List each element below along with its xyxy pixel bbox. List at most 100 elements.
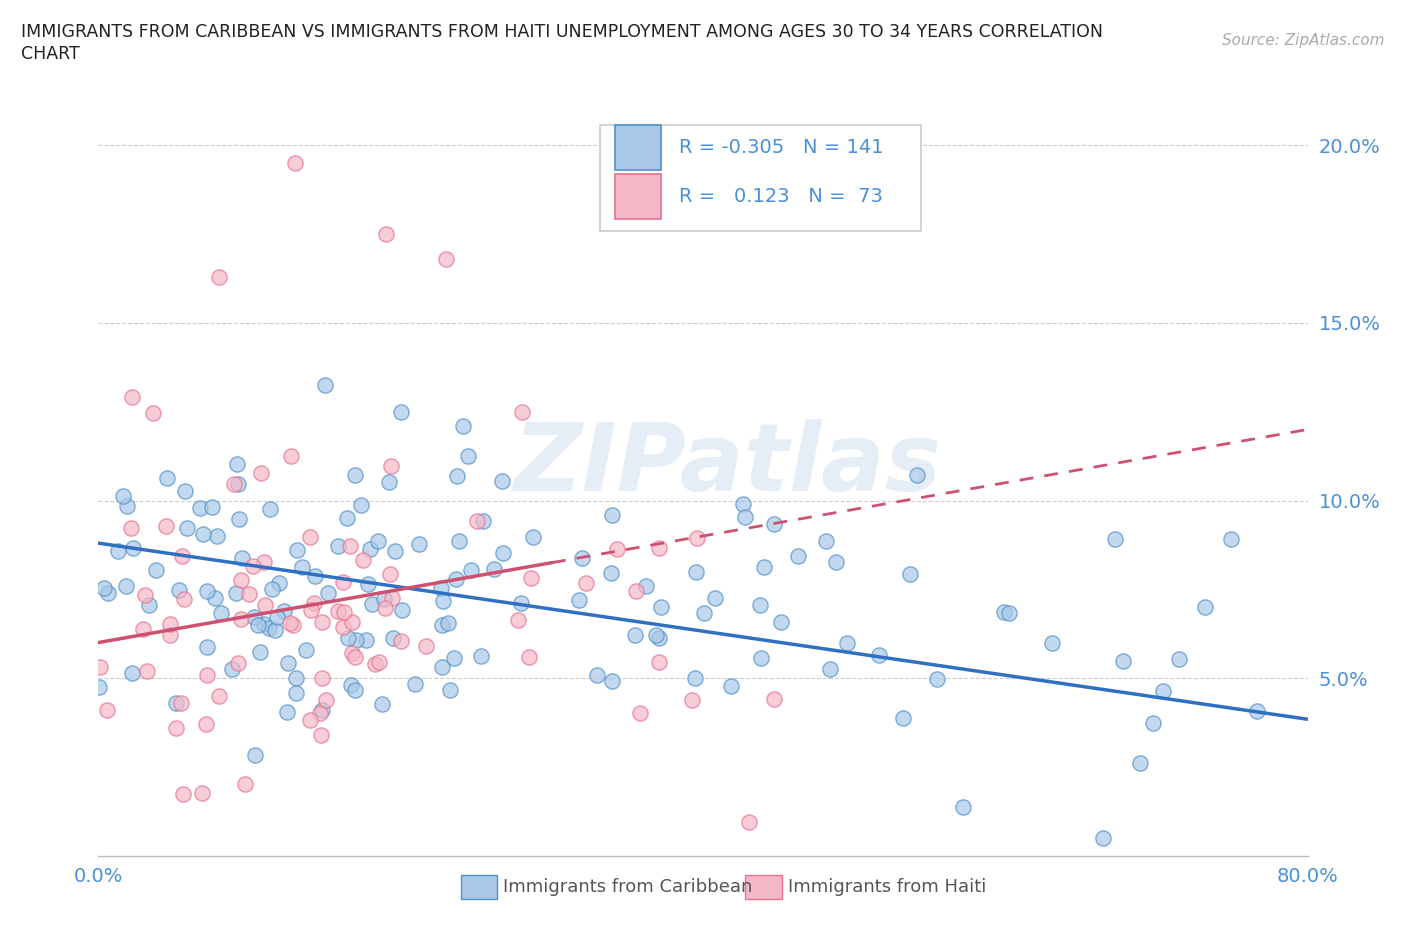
Point	[770, 615, 793, 630]
Point	[575, 576, 598, 591]
Point	[225, 457, 247, 472]
Point	[382, 631, 405, 645]
Point	[389, 405, 412, 419]
Point	[339, 538, 361, 553]
Point	[243, 610, 266, 625]
Point	[228, 476, 250, 491]
Point	[648, 631, 671, 645]
Point	[188, 500, 211, 515]
Point	[763, 516, 786, 531]
Point	[225, 585, 247, 600]
Point	[332, 574, 354, 589]
Point	[245, 748, 267, 763]
Point	[465, 513, 488, 528]
Point	[720, 679, 742, 694]
Point	[600, 565, 623, 580]
Point	[114, 578, 136, 593]
Point	[693, 605, 716, 620]
Point	[170, 549, 193, 564]
Point	[145, 563, 167, 578]
Point	[734, 510, 756, 525]
Point	[132, 621, 155, 636]
Point	[167, 582, 190, 597]
Point	[138, 597, 160, 612]
Point	[336, 511, 359, 525]
Point	[600, 673, 623, 688]
Point	[173, 591, 195, 606]
Point	[259, 502, 281, 517]
Bar	[614, 126, 661, 170]
Point	[285, 671, 308, 685]
Point	[648, 655, 671, 670]
Point	[634, 578, 657, 593]
Point	[107, 543, 129, 558]
Point	[352, 552, 374, 567]
Point	[436, 616, 458, 631]
Point	[314, 378, 336, 392]
Point	[229, 612, 252, 627]
Point	[749, 598, 772, 613]
Point	[122, 540, 145, 555]
Point	[121, 666, 143, 681]
Point	[586, 668, 609, 683]
Point	[368, 654, 391, 669]
Point	[120, 521, 142, 536]
Point	[205, 529, 228, 544]
Text: IMMIGRANTS FROM CARIBBEAN VS IMMIGRANTS FROM HAITI UNEMPLOYMENT AMONG AGES 30 TO: IMMIGRANTS FROM CARIBBEAN VS IMMIGRANTS …	[21, 23, 1104, 41]
Point	[686, 530, 709, 545]
Point	[283, 618, 305, 632]
Point	[685, 565, 707, 579]
Point	[457, 448, 479, 463]
Point	[170, 696, 193, 711]
Point	[267, 575, 290, 590]
Point	[159, 628, 181, 643]
Point	[311, 703, 333, 718]
Point	[509, 596, 531, 611]
Point	[508, 613, 530, 628]
Point	[197, 583, 219, 598]
Point	[360, 596, 382, 611]
Point	[344, 468, 367, 483]
Point	[374, 601, 396, 616]
Point	[93, 581, 115, 596]
Point	[309, 728, 332, 743]
Point	[87, 680, 110, 695]
Point	[1219, 532, 1241, 547]
Point	[446, 469, 468, 484]
Point	[787, 549, 810, 564]
Point	[623, 628, 645, 643]
Bar	[745, 875, 782, 898]
Point	[266, 610, 288, 625]
Text: ZIPatlas: ZIPatlas	[513, 419, 941, 511]
Point	[117, 498, 139, 513]
Point	[253, 598, 276, 613]
Point	[247, 618, 270, 632]
Point	[264, 622, 287, 637]
Point	[522, 530, 544, 545]
Point	[451, 418, 474, 433]
Point	[224, 477, 246, 492]
Point	[449, 534, 471, 549]
Point	[259, 620, 281, 635]
Point	[315, 693, 337, 708]
Point	[340, 646, 363, 661]
Point	[318, 586, 340, 601]
Point	[228, 512, 250, 526]
Point	[391, 603, 413, 618]
Point	[1246, 703, 1268, 718]
Point	[112, 489, 135, 504]
Point	[818, 662, 841, 677]
Point	[472, 513, 495, 528]
Point	[121, 390, 143, 405]
Point	[648, 540, 671, 555]
Point	[1091, 830, 1114, 845]
Point	[252, 554, 274, 569]
Point	[600, 508, 623, 523]
Point	[762, 692, 785, 707]
Point	[343, 649, 366, 664]
Point	[273, 604, 295, 618]
Point	[825, 554, 848, 569]
Point	[229, 573, 252, 588]
Point	[326, 538, 349, 553]
Point	[444, 572, 467, 587]
